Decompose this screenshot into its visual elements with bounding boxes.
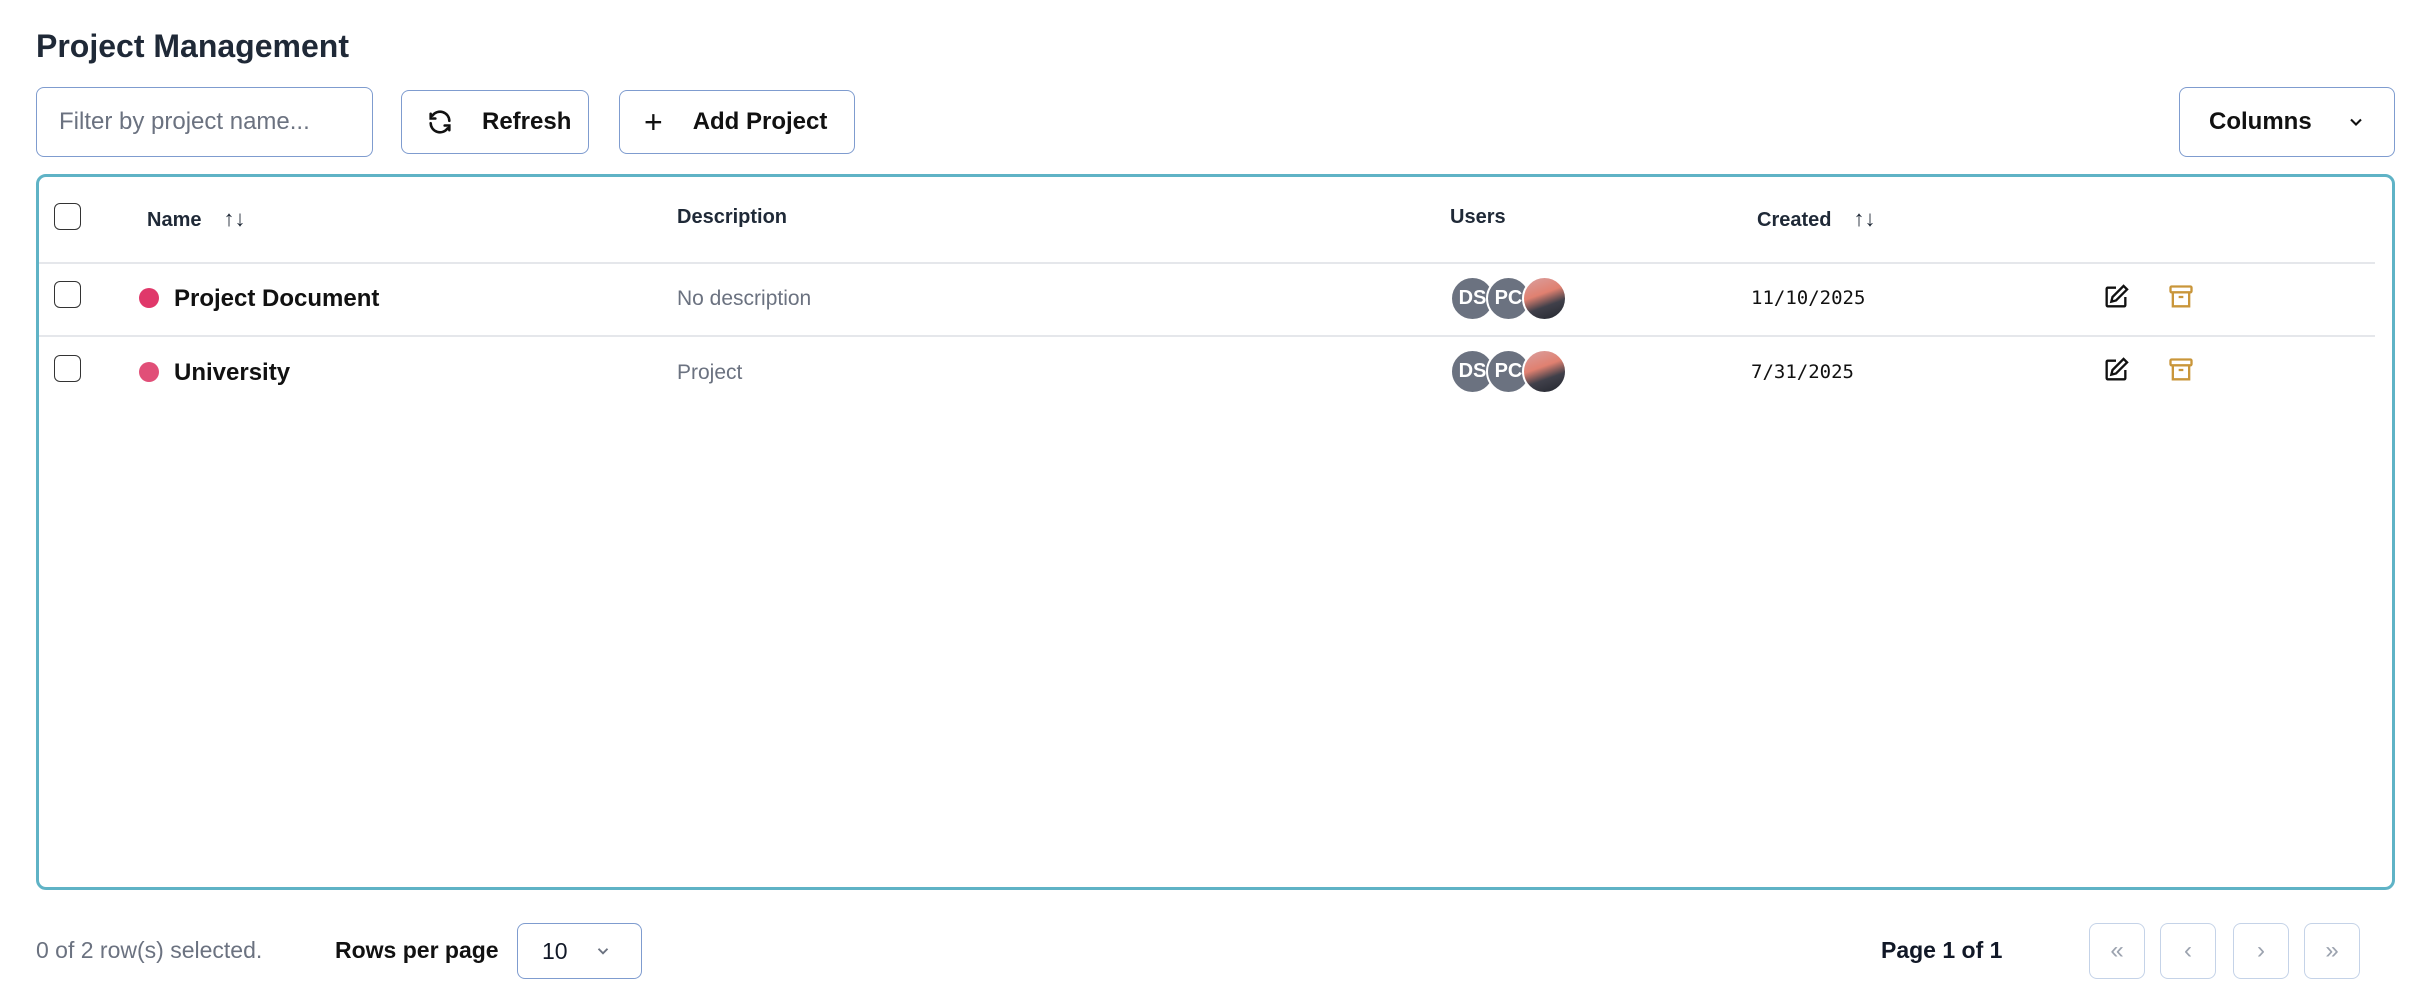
project-color-dot [139, 288, 159, 308]
rows-per-page-value: 10 [542, 937, 568, 964]
first-page-button[interactable]: « [2089, 923, 2145, 979]
rows-per-page-select[interactable]: 10 [517, 923, 642, 979]
created-date: 7/31/2025 [1751, 361, 1854, 383]
columns-label: Columns [2209, 108, 2312, 135]
page-info: Page 1 of 1 [1881, 937, 2003, 963]
refresh-label: Refresh [482, 108, 572, 135]
selection-count: 0 of 2 row(s) selected. [36, 937, 263, 963]
project-description: Project [677, 361, 743, 384]
project-name[interactable]: Project Document [174, 285, 380, 312]
project-color-dot [139, 362, 159, 382]
column-header-description: Description [677, 206, 788, 228]
sort-icon[interactable]: ↑↓ [223, 206, 246, 231]
avatar-image [1522, 276, 1567, 321]
last-page-button[interactable]: » [2304, 923, 2360, 979]
edit-icon[interactable] [2102, 283, 2130, 311]
add-project-button[interactable]: + Add Project [619, 90, 855, 154]
project-name[interactable]: University [174, 359, 291, 386]
chevrons-right-icon: » [2325, 937, 2339, 964]
column-header-created[interactable]: Created ↑↓ [1757, 206, 1876, 231]
column-header-users: Users [1450, 206, 1506, 228]
row-checkbox[interactable] [54, 355, 81, 382]
column-header-name[interactable]: Name ↑↓ [147, 206, 246, 231]
chevron-right-icon: › [2257, 937, 2265, 964]
plus-icon: + [644, 103, 663, 140]
divider [39, 335, 2375, 337]
chevron-left-icon: ‹ [2184, 937, 2192, 964]
previous-page-button[interactable]: ‹ [2160, 923, 2216, 979]
chevron-down-icon [2349, 118, 2362, 126]
refresh-icon [429, 110, 451, 134]
avatar: PC [1486, 349, 1531, 394]
avatar-image [1522, 349, 1567, 394]
chevron-down-icon [597, 948, 608, 955]
row-checkbox[interactable] [54, 281, 81, 308]
columns-button[interactable]: Columns [2179, 87, 2395, 157]
chevrons-left-icon: « [2110, 937, 2124, 964]
archive-icon[interactable] [2167, 356, 2195, 384]
refresh-button[interactable]: Refresh [401, 90, 589, 154]
filter-input[interactable] [36, 87, 373, 157]
archive-icon[interactable] [2167, 283, 2195, 311]
page-title: Project Management [36, 28, 349, 64]
add-project-label: Add Project [692, 108, 828, 135]
sort-icon[interactable]: ↑↓ [1853, 206, 1876, 231]
divider [39, 262, 2375, 264]
rows-per-page-label: Rows per page [335, 937, 499, 963]
next-page-button[interactable]: › [2233, 923, 2289, 979]
select-all-checkbox[interactable] [54, 203, 81, 230]
created-date: 11/10/2025 [1751, 287, 1866, 309]
edit-icon[interactable] [2102, 356, 2130, 384]
projects-table [36, 174, 2395, 890]
project-description: No description [677, 287, 812, 310]
